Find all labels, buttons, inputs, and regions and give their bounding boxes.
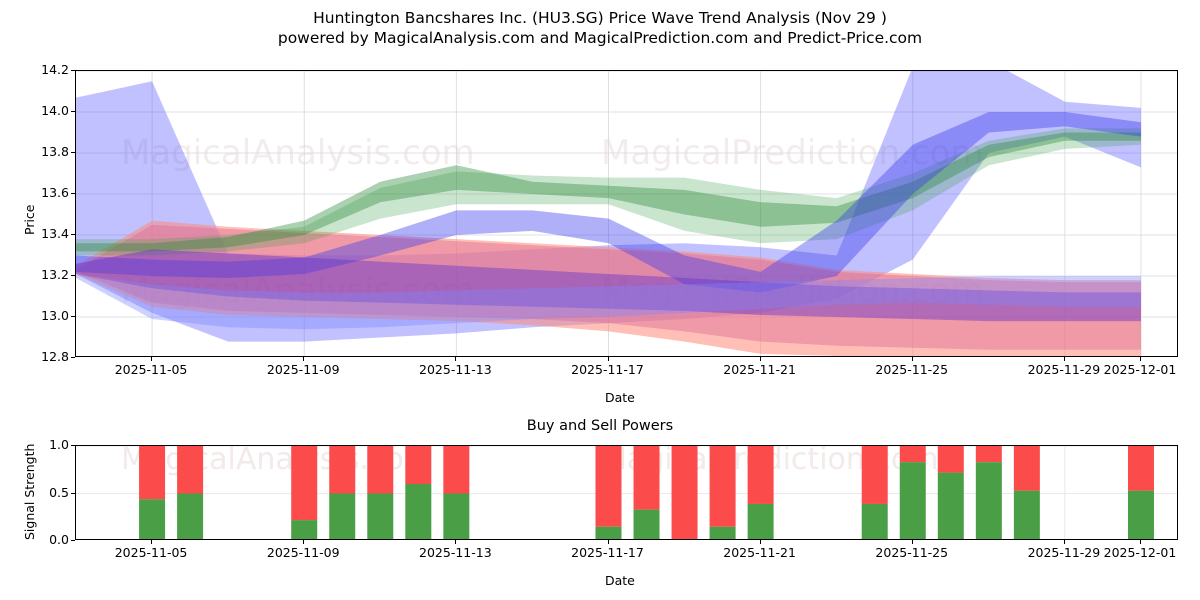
price-x-tick	[1063, 357, 1065, 361]
signal-x-tick	[759, 540, 761, 544]
signal-y-tick-label: 0.0	[49, 532, 69, 547]
signal-y-tick	[71, 492, 75, 494]
signal-x-tick-label: 2025-11-21	[723, 545, 796, 560]
signal-x-tick	[1140, 540, 1141, 544]
price-y-tick-label: 13.0	[41, 308, 69, 323]
buy-sell-chart: MagicalAnalysis.com MagicalPrediction.co…	[75, 445, 1178, 540]
price-x-tick	[1140, 357, 1141, 361]
price-x-tick-label: 2025-11-09	[266, 362, 340, 377]
signal-y-tick-label: 1.0	[49, 437, 69, 452]
price-y-tick-label: 14.0	[41, 103, 69, 118]
price-x-tick-label: 2025-11-25	[875, 362, 949, 377]
signal-x-tick	[151, 540, 153, 544]
price-x-tick-label: 2025-11-17	[571, 362, 644, 377]
price-x-tick-label: 2025-11-21	[723, 362, 796, 377]
price-y-tick	[71, 316, 75, 317]
price-y-tick	[71, 234, 75, 235]
price-x-tick-label: 2025-11-29	[1027, 362, 1101, 377]
page-title: Huntington Bancshares Inc. (HU3.SG) Pric…	[313, 9, 887, 27]
signal-x-tick-label: 2025-11-29	[1027, 545, 1101, 560]
price-x-tick-label: 2025-11-05	[114, 362, 188, 377]
price-wave-chart: MagicalAnalysis.com MagicalPrediction.co…	[75, 70, 1178, 357]
signal-x-tick	[607, 540, 609, 544]
price-x-tick-label: 2025-12-01	[1103, 362, 1177, 377]
price-x-tick	[911, 357, 913, 361]
price-y-tick-label: 13.2	[41, 267, 69, 282]
buy-sell-svg	[76, 446, 1177, 539]
price-y-axis-title: Price	[22, 204, 37, 236]
price-y-tick	[71, 275, 75, 276]
signal-y-tick	[71, 445, 75, 446]
price-x-tick-label: 2025-11-13	[419, 362, 492, 377]
price-y-tick	[71, 111, 75, 112]
price-y-tick-label: 14.2	[41, 62, 69, 77]
price-wave-svg	[76, 71, 1177, 356]
signal-x-tick-label: 2025-11-17	[571, 545, 644, 560]
price-y-tick	[71, 152, 75, 153]
signal-x-tick	[303, 540, 305, 544]
signal-x-tick	[455, 540, 457, 544]
chart-title-block: Huntington Bancshares Inc. (HU3.SG) Pric…	[0, 8, 1200, 48]
signal-x-axis-title: Date	[605, 573, 635, 588]
price-y-tick	[71, 70, 75, 71]
price-x-tick	[303, 357, 305, 361]
price-x-tick	[455, 357, 457, 361]
price-x-tick	[151, 357, 153, 361]
signal-x-tick-label: 2025-11-13	[419, 545, 492, 560]
price-y-tick-label: 12.8	[41, 349, 69, 364]
signal-x-tick-label: 2025-11-25	[875, 545, 949, 560]
price-y-tick	[71, 193, 75, 194]
signal-y-tick	[71, 540, 75, 541]
buy-sell-title: Buy and Sell Powers	[526, 418, 674, 434]
signal-x-tick-label: 2025-11-09	[266, 545, 340, 560]
page-subtitle: powered by MagicalAnalysis.com and Magic…	[277, 29, 923, 47]
price-y-tick-label: 13.4	[41, 226, 69, 241]
signal-y-tick-label: 0.5	[49, 484, 69, 500]
price-y-tick	[71, 357, 75, 358]
signal-x-tick	[1063, 540, 1065, 544]
signal-y-axis-title: Signal Strength	[22, 443, 37, 540]
signal-x-tick-label: 2025-11-05	[114, 545, 188, 560]
price-x-tick	[607, 357, 609, 361]
price-x-tick	[759, 357, 761, 361]
signal-x-tick-label: 2025-12-01	[1103, 545, 1177, 560]
price-y-tick-label: 13.6	[41, 185, 69, 200]
price-x-axis-title: Date	[605, 390, 635, 405]
price-y-tick-label: 13.8	[41, 144, 69, 159]
signal-x-tick	[911, 540, 913, 544]
